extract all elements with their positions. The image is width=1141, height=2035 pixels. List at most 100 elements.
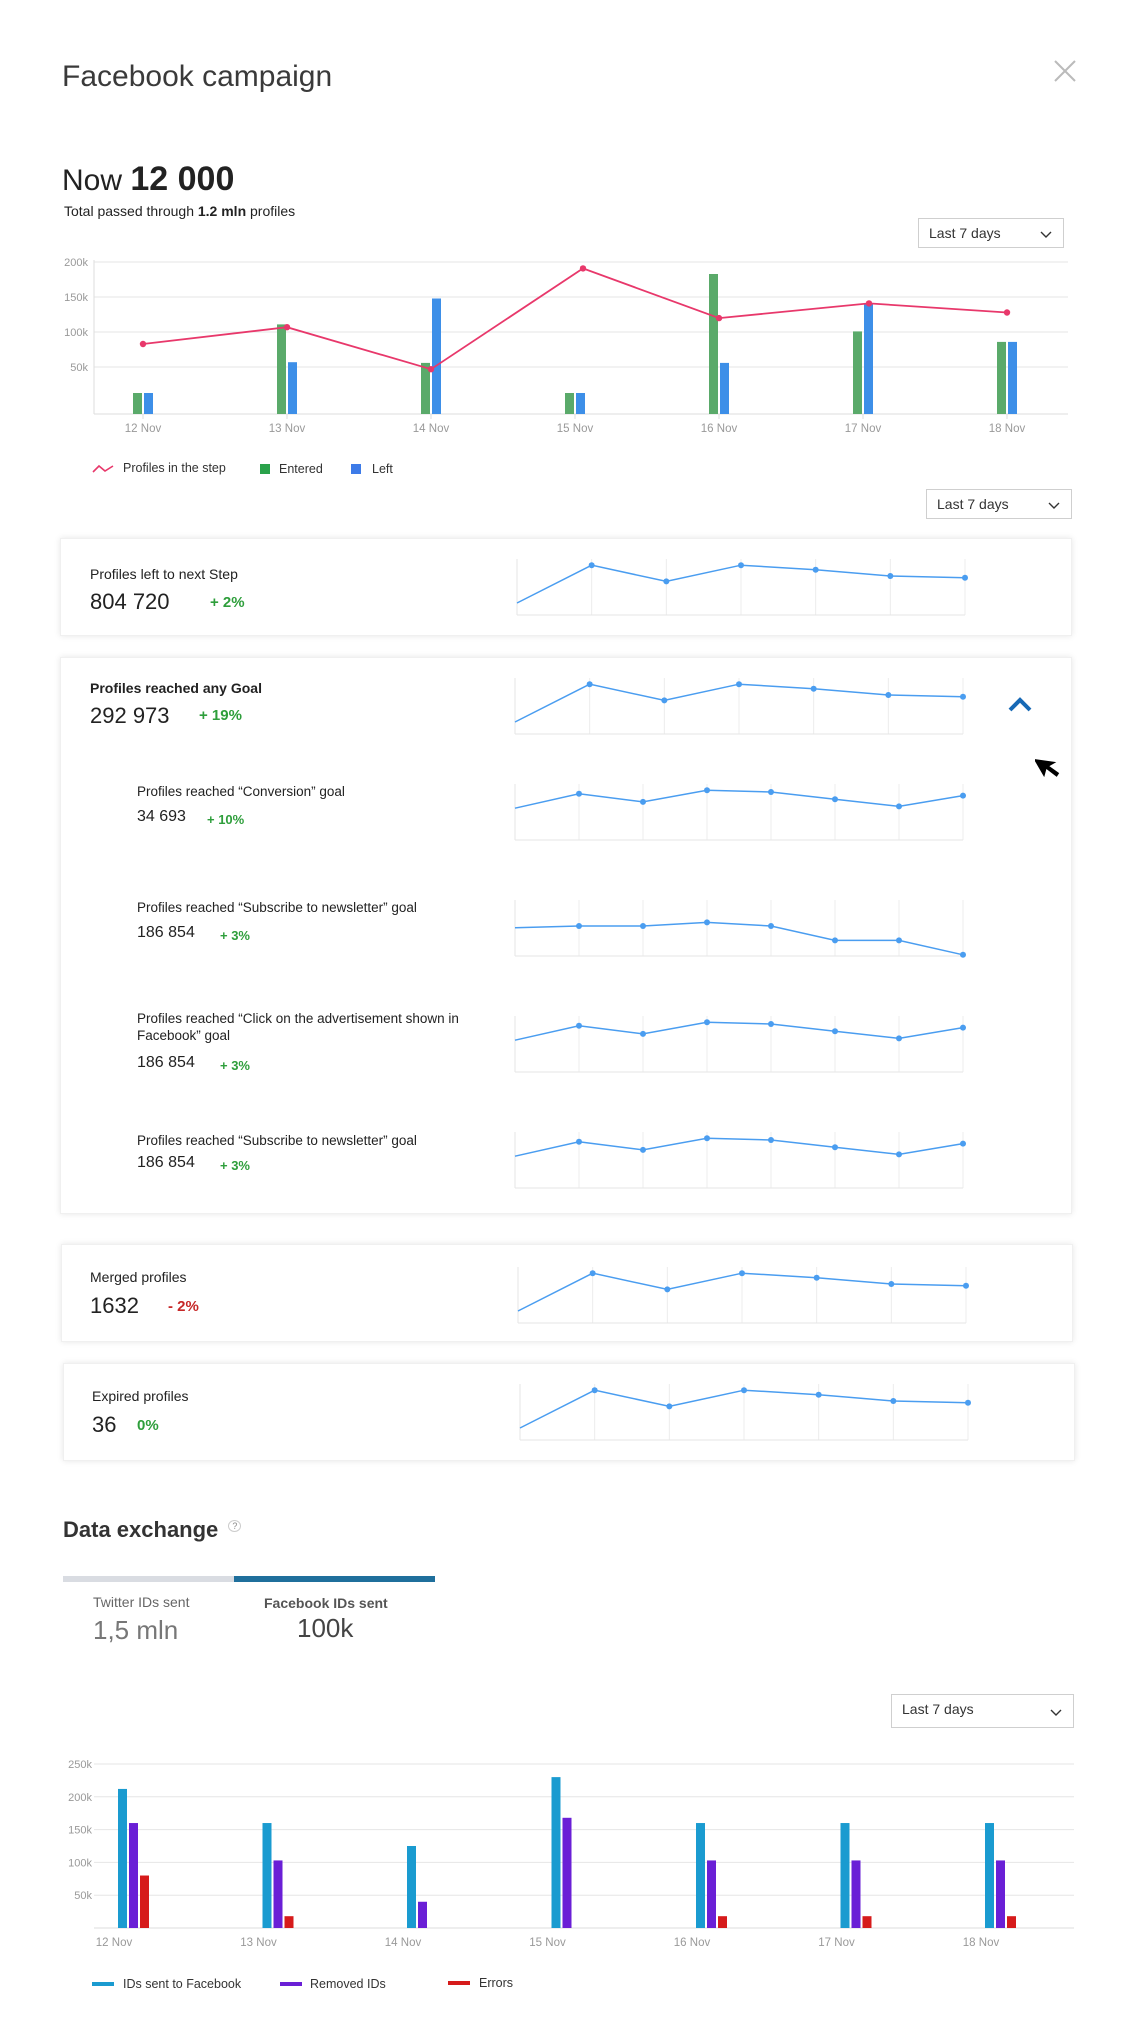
goal-change: + 3% bbox=[220, 1058, 250, 1073]
total-value: 1.2 mln bbox=[197, 203, 247, 219]
spark-line bbox=[514, 789, 964, 809]
spark-point bbox=[832, 1144, 838, 1151]
now-summary: Now 12 000 bbox=[62, 160, 234, 199]
spark-point bbox=[586, 681, 593, 688]
spark-point bbox=[768, 789, 774, 795]
legend-entered: Entered bbox=[279, 462, 323, 476]
spark-point bbox=[960, 1140, 966, 1147]
legend-profiles-in-step: Profiles in the step bbox=[123, 461, 226, 475]
goal-change: + 3% bbox=[220, 1158, 250, 1173]
goal-value: 186 854 bbox=[137, 924, 195, 941]
x-tick-label: 16 Nov bbox=[674, 1937, 711, 1949]
sparkline bbox=[514, 900, 966, 958]
spark-point bbox=[739, 1270, 745, 1277]
card-label: Profiles reached any Goal bbox=[90, 680, 262, 696]
bar-removed bbox=[418, 1901, 427, 1928]
tab-facebook[interactable]: Facebook IDs sent 100k bbox=[234, 1582, 435, 1652]
bar-entered bbox=[421, 362, 430, 414]
chevron-up-icon[interactable] bbox=[1006, 694, 1034, 714]
spark-point bbox=[896, 1035, 902, 1042]
card-any-goal[interactable]: Profiles reached any Goal 292 973 + 19% … bbox=[60, 657, 1072, 1214]
legend-removed-ids: Removed IDs bbox=[310, 1977, 386, 1991]
card-expired[interactable]: Expired profiles 36 0% bbox=[63, 1363, 1075, 1461]
period-dropdown-cards[interactable]: Last 7 days bbox=[926, 489, 1072, 519]
total-prefix: Total passed through bbox=[64, 203, 194, 219]
spark-point bbox=[812, 566, 819, 573]
line-point bbox=[865, 300, 873, 307]
spark-point bbox=[576, 1022, 582, 1029]
tab-indicator-facebook bbox=[234, 1576, 435, 1582]
bar-ids-sent bbox=[840, 1823, 850, 1928]
card-next-step[interactable]: Profiles left to next Step 804 720 + 2% bbox=[60, 538, 1072, 636]
x-tick-label: 18 Nov bbox=[963, 1937, 1000, 1949]
x-tick-label: 18 Nov bbox=[989, 423, 1026, 435]
profiles-chart: 200k 150k 100k 50k 12 Nov 13 Nov 14 Nov 15 Nov 1… bbox=[64, 257, 1068, 435]
goal-change: + 10% bbox=[207, 812, 245, 827]
sparkline bbox=[516, 559, 968, 616]
spark-point bbox=[704, 919, 710, 926]
period-dropdown-exchange[interactable]: Last 7 days bbox=[891, 1694, 1074, 1728]
page-title: Facebook campaign bbox=[62, 60, 333, 93]
bar-left bbox=[1008, 341, 1017, 414]
period-dropdown-value: Last 7 days bbox=[902, 1701, 974, 1717]
spark-point bbox=[963, 1282, 969, 1289]
data-exchange-title-text: Data exchange bbox=[63, 1517, 219, 1542]
spark-point bbox=[810, 685, 817, 692]
bar-left bbox=[576, 393, 585, 414]
bar-errors bbox=[1007, 1916, 1016, 1928]
spark-point bbox=[888, 1281, 895, 1287]
y-tick-label: 200k bbox=[68, 1792, 92, 1804]
goal-value: 34 693 bbox=[137, 808, 186, 825]
spark-point bbox=[896, 803, 902, 810]
bar-removed bbox=[996, 1860, 1005, 1928]
sparkline bbox=[514, 678, 966, 735]
spark-point bbox=[640, 923, 646, 929]
spark-point bbox=[741, 1387, 747, 1394]
period-dropdown-chart[interactable]: Last 7 days bbox=[918, 218, 1064, 248]
y-tick-label: 200k bbox=[64, 257, 88, 269]
card-merged[interactable]: Merged profiles 1632 - 2% bbox=[61, 1244, 1073, 1342]
bar-ids-sent bbox=[696, 1823, 705, 1928]
x-tick-label: 14 Nov bbox=[413, 423, 450, 435]
card-change: 0% bbox=[137, 1417, 159, 1434]
chevron-down-icon bbox=[1040, 231, 1052, 238]
x-tick-label: 12 Nov bbox=[125, 423, 162, 435]
close-icon[interactable] bbox=[1052, 58, 1078, 84]
chevron-down-icon bbox=[1048, 502, 1060, 509]
chevron-down-icon bbox=[1050, 1709, 1062, 1716]
sparkline bbox=[514, 1016, 966, 1073]
data-exchange-title: Data exchange ? bbox=[63, 1517, 242, 1543]
total-suffix: profiles bbox=[250, 203, 296, 219]
spark-point bbox=[661, 697, 668, 704]
cursor-arrow-icon bbox=[1035, 758, 1060, 778]
data-exchange-chart: 250k 200k 150k 100k 50k 12 Nov 13 Nov 14 Nov 15 … bbox=[68, 1759, 1074, 1949]
bar-entered bbox=[997, 341, 1006, 414]
legend-errors-swatch bbox=[448, 1981, 470, 1985]
y-tick-label: 100k bbox=[68, 1857, 92, 1869]
spark-point bbox=[664, 1286, 671, 1293]
bar-removed bbox=[562, 1817, 572, 1928]
line-point bbox=[283, 324, 291, 331]
spark-point bbox=[960, 1024, 966, 1031]
spark-point bbox=[890, 1398, 897, 1404]
y-tick-label: 150k bbox=[68, 1825, 92, 1837]
spark-point bbox=[704, 787, 710, 794]
x-tick-label: 13 Nov bbox=[269, 423, 306, 435]
goal-label: Profiles reached “Click on the advertise… bbox=[137, 1011, 459, 1043]
tab-value: 100k bbox=[297, 1613, 354, 1643]
card-value: 36 bbox=[92, 1412, 117, 1437]
legend-left: Left bbox=[372, 462, 393, 476]
tab-twitter[interactable]: Twitter IDs sent 1,5 mln bbox=[63, 1582, 234, 1652]
spark-point bbox=[666, 1403, 673, 1410]
bar-ids-sent bbox=[407, 1846, 416, 1928]
legend-line-icon bbox=[92, 464, 114, 473]
line-point bbox=[139, 340, 147, 348]
goal-label: Profiles reached “Subscribe to newslette… bbox=[137, 900, 417, 915]
y-tick-label: 50k bbox=[70, 362, 88, 374]
y-tick-label: 100k bbox=[64, 327, 88, 339]
card-value: 292 973 bbox=[90, 703, 170, 728]
spark-point bbox=[591, 1387, 598, 1394]
bar-entered bbox=[565, 393, 574, 414]
help-icon[interactable]: ? bbox=[228, 1519, 242, 1532]
tab-label: Facebook IDs sent bbox=[264, 1595, 388, 1611]
